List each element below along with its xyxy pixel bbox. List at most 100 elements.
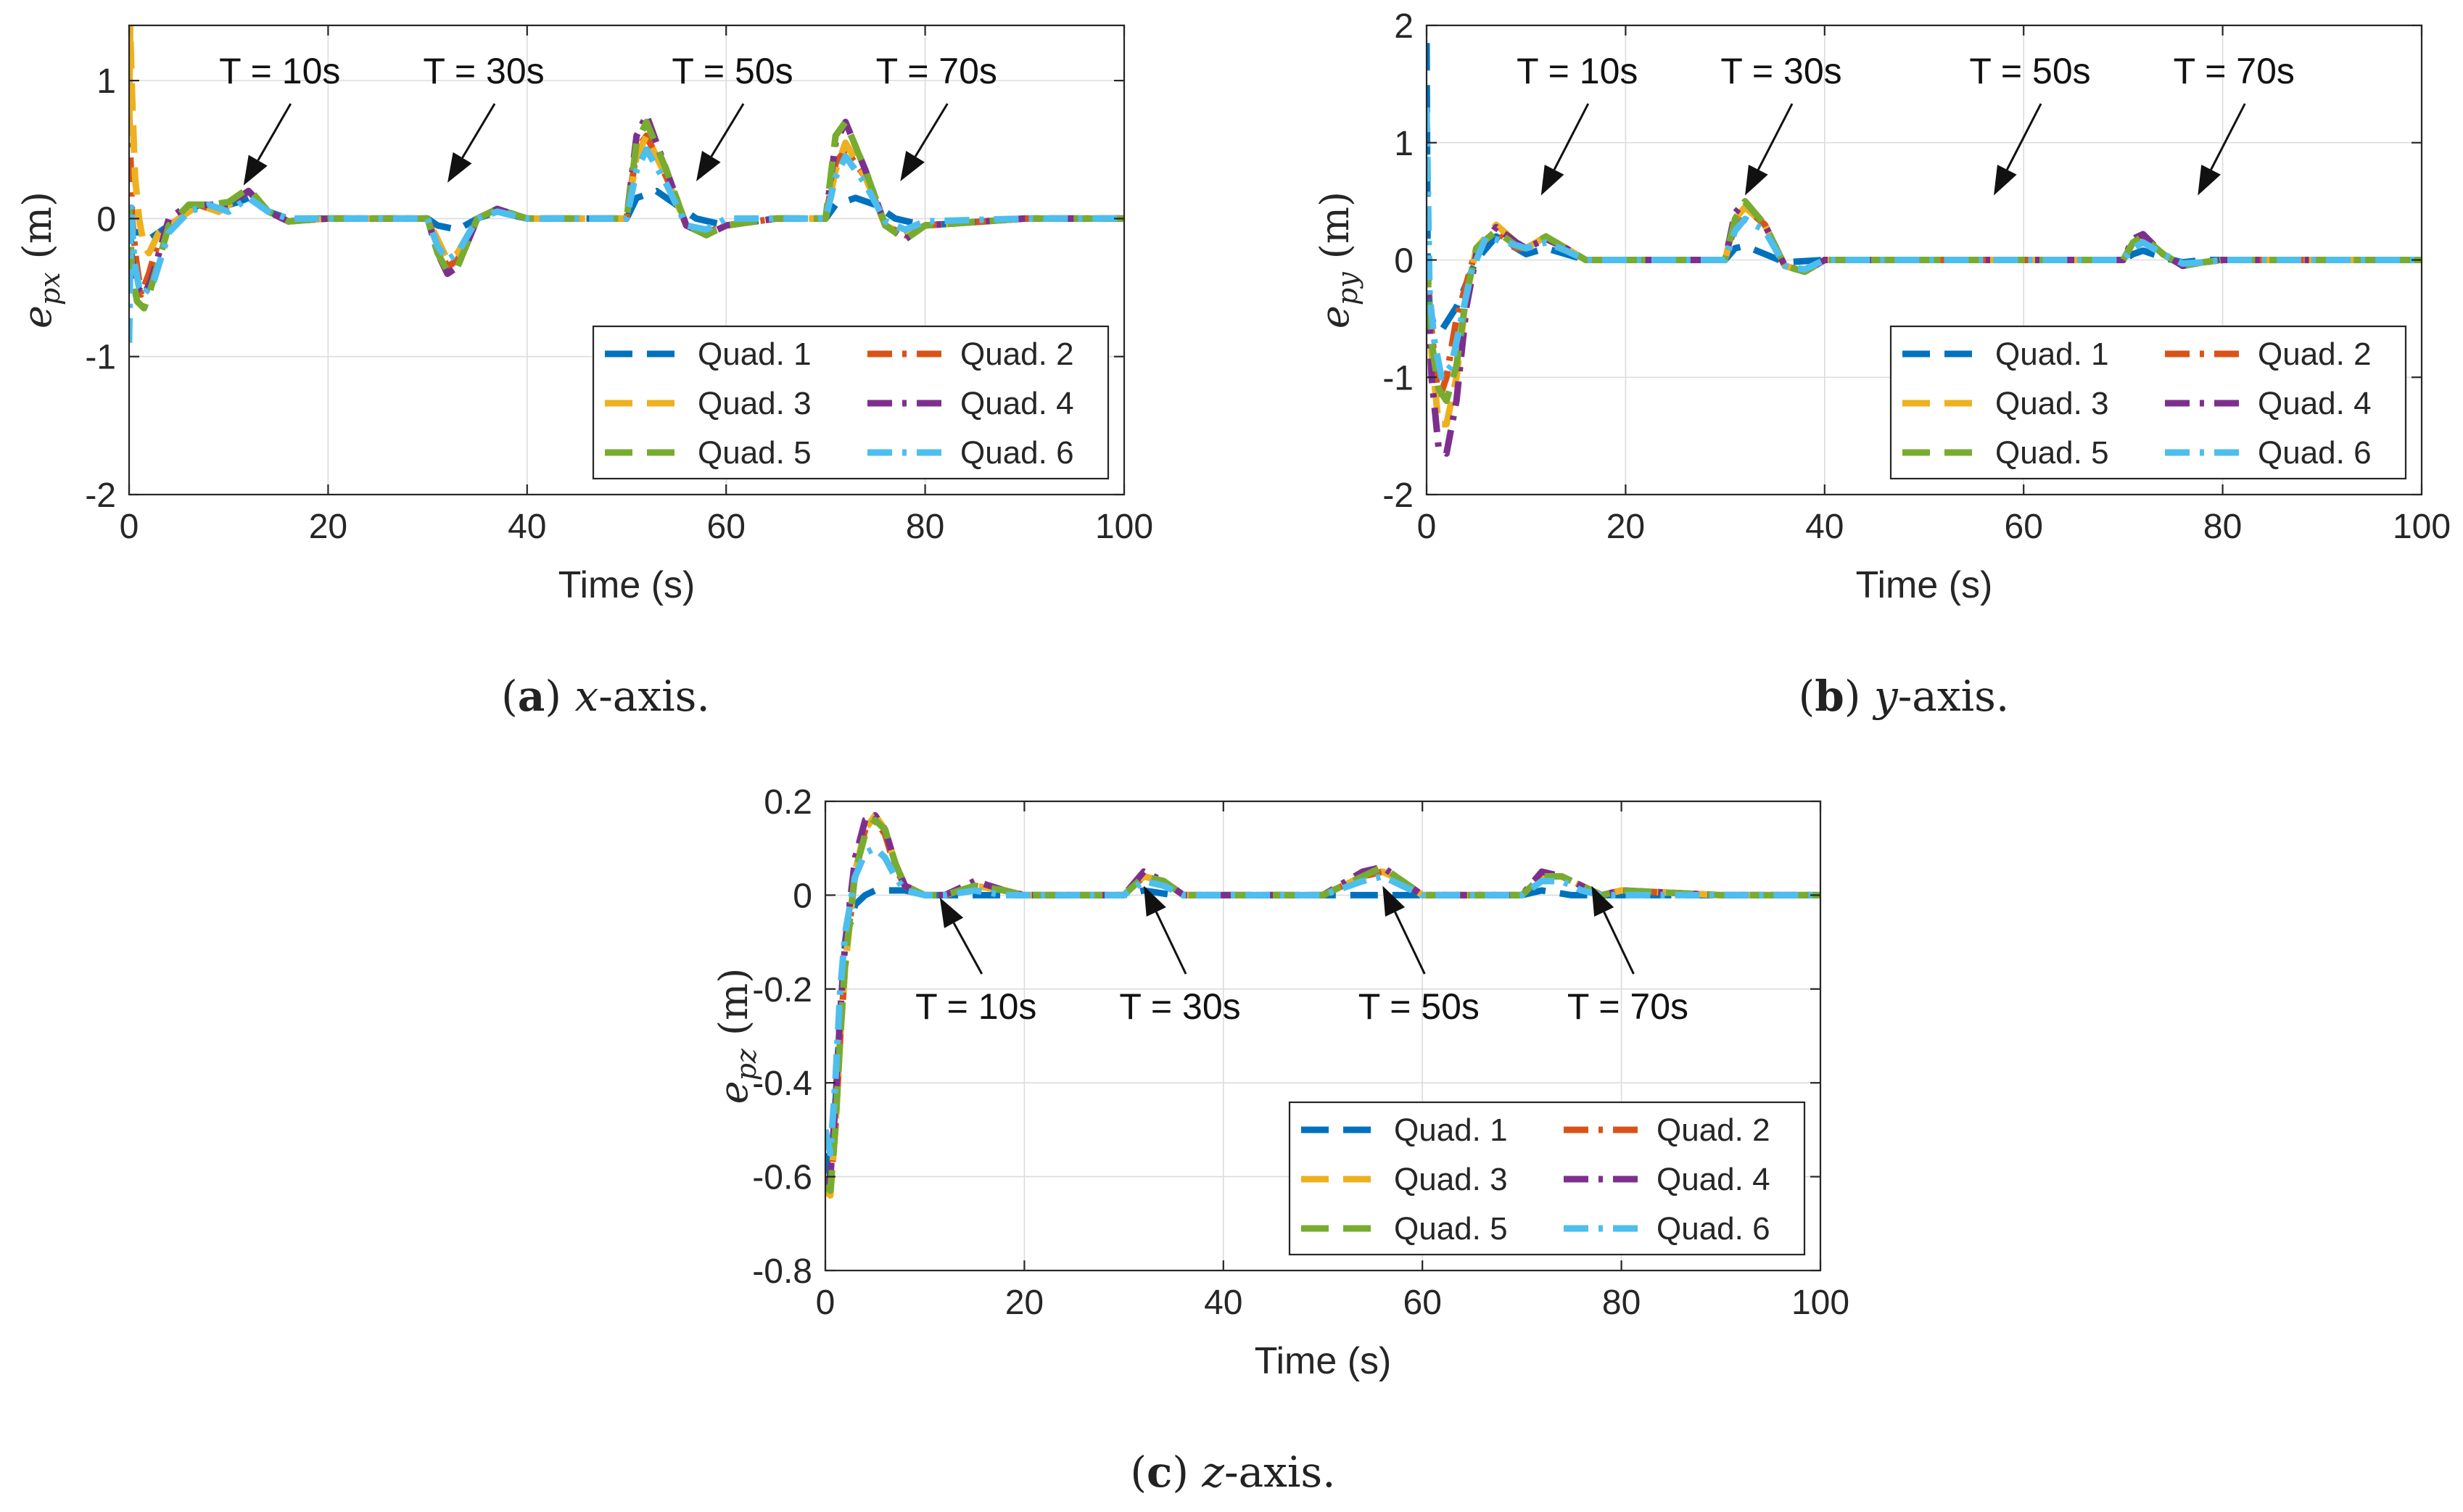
x-tick-label: 20 (1606, 508, 1645, 546)
panel-c-z-axis: 0 20 40 60 80 100 -0.8 -0.6 -0.4 -0.2 0 0.2 Time (s)… (711, 783, 1849, 1382)
legend-box (1288, 1101, 1806, 1256)
legend-label-quad-6: Quad. 6 (1657, 1211, 1770, 1247)
annotation-arrow-head (1540, 165, 1564, 196)
annotation-arrow-head (1382, 885, 1406, 917)
y-tick-label: 0.2 (764, 783, 812, 822)
panel-b-y-axis: 0 20 40 60 80 100 -2 -1 0 1 2 Time (s) epy(m) T = 10s… (1312, 7, 2451, 606)
x-tick-label: 100 (1095, 508, 1153, 546)
annotation-arrow-shaft (952, 922, 983, 975)
x-tick-label: 100 (1791, 1284, 1849, 1322)
legend-label-quad-5: Quad. 5 (1995, 435, 2109, 471)
annotation-label: T = 50s (1358, 986, 1480, 1027)
x-tick-label: 40 (508, 508, 546, 546)
legend-label-quad-3: Quad. 3 (1995, 386, 2109, 421)
legend: Quad. 1 Quad. 2 Quad. 3 Quad. 4 Quad. 5 Quad.… (592, 325, 1110, 480)
annotation-label: T = 30s (1119, 986, 1240, 1027)
annotation-arrow-head (900, 151, 925, 182)
x-tick-label: 80 (2203, 508, 2242, 546)
x-axis-label: Time (s) (1255, 1340, 1392, 1382)
annotation-arrow-shaft (257, 103, 292, 161)
legend-label-quad-4: Quad. 4 (2258, 386, 2372, 421)
annotation-arrow-head (1745, 165, 1768, 196)
y-tick-label: -1 (1382, 359, 1414, 397)
annotation-label: T = 70s (2174, 51, 2295, 91)
legend: Quad. 1 Quad. 2 Quad. 3 Quad. 4 Quad. 5 Quad.… (1288, 1101, 1806, 1256)
y-axis-label: epx(m) (15, 191, 66, 329)
annotation-label: T = 30s (1720, 51, 1841, 91)
annotation-arrow-shaft (1603, 911, 1635, 975)
x-tick-label: 0 (816, 1284, 836, 1322)
legend-label-quad-6: Quad. 6 (2258, 435, 2372, 471)
annotation-arrow-shaft (461, 103, 496, 159)
series-line-quad-6 (1427, 107, 2422, 381)
y-tick-label: -2 (1382, 476, 1414, 515)
annotation-arrow-shaft (2210, 103, 2246, 170)
x-tick-label: 20 (1005, 1284, 1044, 1322)
y-axis-label: epy(m) (1312, 191, 1363, 329)
legend-label-quad-1: Quad. 1 (698, 336, 812, 372)
annotation-arrow-head (243, 154, 268, 186)
series-line-quad-3 (129, 25, 1124, 263)
annotation-arrow-shaft (1155, 911, 1187, 975)
annotation-arrow-shaft (1757, 103, 1794, 170)
x-tick-label: 80 (906, 508, 944, 546)
y-tick-label: 0 (1394, 242, 1414, 281)
y-tick-label: 1 (96, 62, 116, 101)
series-group (1427, 43, 2422, 457)
legend-box (1889, 325, 2407, 480)
x-tick-label: 40 (1805, 508, 1844, 546)
axes-frame (824, 800, 1822, 1272)
y-tick-label: -0.8 (752, 1252, 812, 1291)
legend: Quad. 1 Quad. 2 Quad. 3 Quad. 4 Quad. 5 Quad.… (1889, 325, 2407, 480)
annotation-arrow-shaft (2005, 103, 2042, 170)
x-tick-label: 40 (1204, 1284, 1242, 1322)
caption-b: (b) y-axis. (1799, 672, 2010, 721)
y-tick-label: -2 (85, 476, 116, 515)
legend-label-quad-5: Quad. 5 (1394, 1211, 1508, 1247)
annotation-label: T = 30s (423, 51, 544, 91)
series-group (129, 25, 1124, 343)
annotation-label: T = 70s (1567, 986, 1688, 1027)
series-line-quad-6 (825, 845, 1820, 1157)
legend-label-quad-3: Quad. 3 (698, 386, 812, 421)
annotation-arrow-head (2198, 165, 2221, 196)
axes-frame (128, 24, 1126, 496)
x-tick-label: 60 (707, 508, 746, 546)
legend-label-quad-4: Quad. 4 (1657, 1162, 1770, 1197)
annotation-label: T = 10s (219, 51, 340, 91)
annotation-arrow-shaft (914, 103, 949, 157)
x-axis-label: Time (s) (1856, 564, 1993, 606)
caption-c: (c) z-axis. (1130, 1447, 1335, 1497)
x-axis-label: Time (s) (558, 564, 696, 606)
annotation-arrow-head (1591, 885, 1614, 917)
annotation-label: T = 70s (876, 51, 997, 91)
legend-label-quad-4: Quad. 4 (960, 386, 1074, 421)
annotation-label: T = 50s (672, 51, 793, 91)
caption-a: (a) x-axis. (501, 672, 710, 721)
legend-label-quad-5: Quad. 5 (698, 435, 812, 471)
legend-label-quad-1: Quad. 1 (1995, 336, 2109, 372)
legend-label-quad-2: Quad. 2 (1657, 1112, 1770, 1148)
y-axis-label: epz(m) (711, 968, 762, 1104)
legend-label-quad-6: Quad. 6 (960, 435, 1074, 471)
legend-label-quad-2: Quad. 2 (2258, 336, 2372, 372)
x-tick-label: 20 (309, 508, 347, 546)
x-tick-label: 80 (1602, 1284, 1641, 1322)
series-group (825, 811, 1820, 1199)
y-tick-label: -0.4 (752, 1065, 812, 1103)
legend-label-quad-1: Quad. 1 (1394, 1112, 1508, 1148)
x-tick-label: 60 (2005, 508, 2043, 546)
y-tick-label: 1 (1394, 125, 1414, 163)
annotation-arrow-head (1994, 165, 2017, 196)
annotation-label: T = 10s (1517, 51, 1638, 91)
legend-label-quad-3: Quad. 3 (1394, 1162, 1508, 1197)
annotation-arrow-head (696, 151, 721, 182)
x-tick-label: 100 (2393, 508, 2451, 546)
y-tick-label: 0 (793, 877, 812, 915)
y-tick-label: -1 (85, 339, 116, 377)
annotation-arrow-shaft (1553, 103, 1590, 170)
panel-a-x-axis: 0 20 40 60 80 100 -2 -1 0 1 Time (s) epx(m) T = 10s T… (15, 24, 1153, 606)
x-tick-label: 0 (1417, 508, 1437, 546)
y-tick-label: 2 (1394, 7, 1414, 46)
